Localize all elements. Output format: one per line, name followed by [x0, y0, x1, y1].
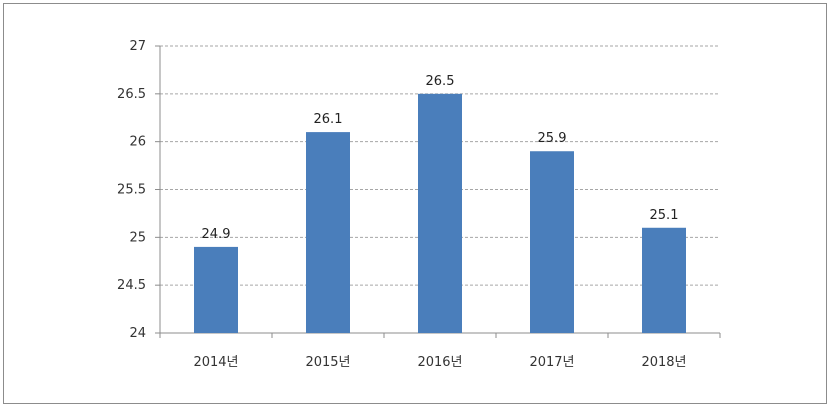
y-tick-label: 25.5 — [117, 183, 146, 198]
y-tick-label: 24 — [129, 326, 146, 341]
x-tick-labels: 2014년 2015년 2016년 2017년 2018년 — [193, 355, 686, 370]
x-tick-label: 2018년 — [641, 355, 686, 370]
y-tick-label: 25 — [129, 230, 146, 245]
data-label: 25.1 — [650, 208, 679, 223]
data-label: 26.1 — [314, 112, 343, 127]
data-label: 25.9 — [538, 131, 567, 146]
bar — [642, 227, 686, 333]
chart-frame — [3, 3, 827, 404]
bars — [194, 93, 686, 333]
x-tick-label: 2015년 — [305, 355, 350, 370]
y-tick-label: 26.5 — [117, 87, 146, 102]
bar — [194, 246, 238, 333]
x-tick-label: 2014년 — [193, 355, 238, 370]
data-label: 26.5 — [426, 74, 455, 89]
y-tick-label: 26 — [129, 135, 146, 150]
x-tick-label: 2017년 — [529, 355, 574, 370]
bar — [418, 93, 462, 333]
y-tick-labels: 24 24.5 25 25.5 26 26.5 27 — [117, 39, 146, 341]
bar — [530, 151, 574, 333]
y-tick-label: 24.5 — [117, 278, 146, 293]
data-label: 24.9 — [202, 227, 231, 242]
y-tick-label: 27 — [129, 39, 146, 54]
data-labels: 24.9 26.1 26.5 25.9 25.1 — [202, 74, 679, 242]
bar — [306, 132, 350, 333]
x-tick-label: 2016년 — [417, 355, 462, 370]
